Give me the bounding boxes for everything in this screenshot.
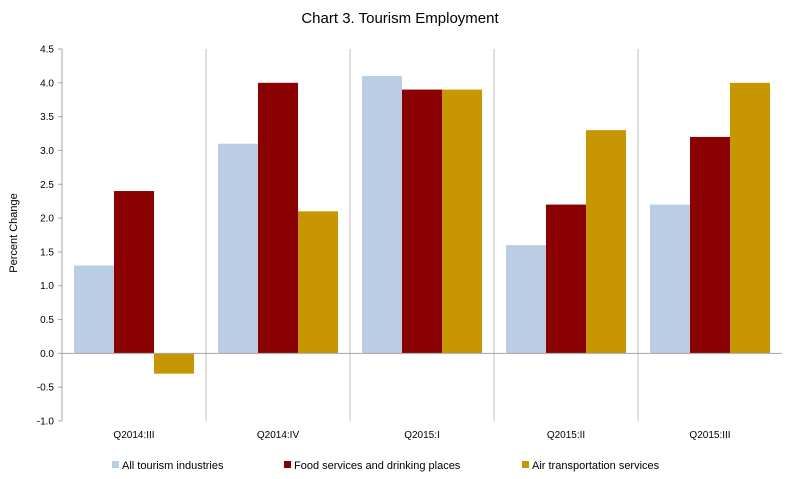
bar xyxy=(362,76,402,354)
x-tick-label: Q2014:IV xyxy=(257,430,300,441)
legend-label: All tourism industries xyxy=(122,460,224,472)
y-tick-label: 2.5 xyxy=(40,180,54,191)
x-tick-label: Q2015:III xyxy=(689,430,730,441)
y-tick-label: 4.5 xyxy=(40,45,54,56)
bar xyxy=(258,82,298,354)
legend-label: Food services and drinking places xyxy=(294,460,461,472)
y-tick-label: 0.5 xyxy=(40,315,54,326)
y-tick-label: 1.5 xyxy=(40,247,54,258)
y-tick-label: -0.5 xyxy=(37,383,55,394)
bar xyxy=(298,211,338,354)
legend-swatch xyxy=(112,461,119,468)
x-tick-label: Q2015:II xyxy=(547,430,585,441)
bar xyxy=(730,82,770,354)
legend: All tourism industries Food services and … xyxy=(112,460,660,472)
bar xyxy=(546,204,586,354)
chart-title: Chart 3. Tourism Employment xyxy=(301,10,499,27)
bar xyxy=(154,353,194,374)
legend-swatch xyxy=(522,461,529,468)
y-tick-label: 0.0 xyxy=(40,349,54,360)
plot-area: -1.0 -0.5 0.0 0.5 1.0 1.5 2.0 2.5 3.0 3.5 4.0 4.5 Q2… xyxy=(37,45,782,441)
y-tick-label: 1.0 xyxy=(40,281,54,292)
bar xyxy=(402,89,442,354)
legend-label: Air transportation services xyxy=(532,460,660,472)
bar xyxy=(442,89,482,354)
x-tick-label: Q2015:I xyxy=(404,430,440,441)
bar xyxy=(650,204,690,354)
y-tick-label: 2.0 xyxy=(40,214,54,225)
bar xyxy=(114,191,154,354)
y-tick-label: -1.0 xyxy=(37,417,55,428)
bar xyxy=(506,245,546,354)
bar xyxy=(690,136,730,354)
y-tick-label: 4.0 xyxy=(40,78,54,89)
y-axis-label: Percent Change xyxy=(8,193,20,273)
y-tick-label: 3.5 xyxy=(40,112,54,123)
x-tick-label: Q2014:III xyxy=(113,430,154,441)
legend-swatch xyxy=(284,461,291,468)
y-tick-label: 3.0 xyxy=(40,146,54,157)
bar xyxy=(586,130,626,354)
bar xyxy=(218,143,258,354)
bar xyxy=(74,265,114,354)
